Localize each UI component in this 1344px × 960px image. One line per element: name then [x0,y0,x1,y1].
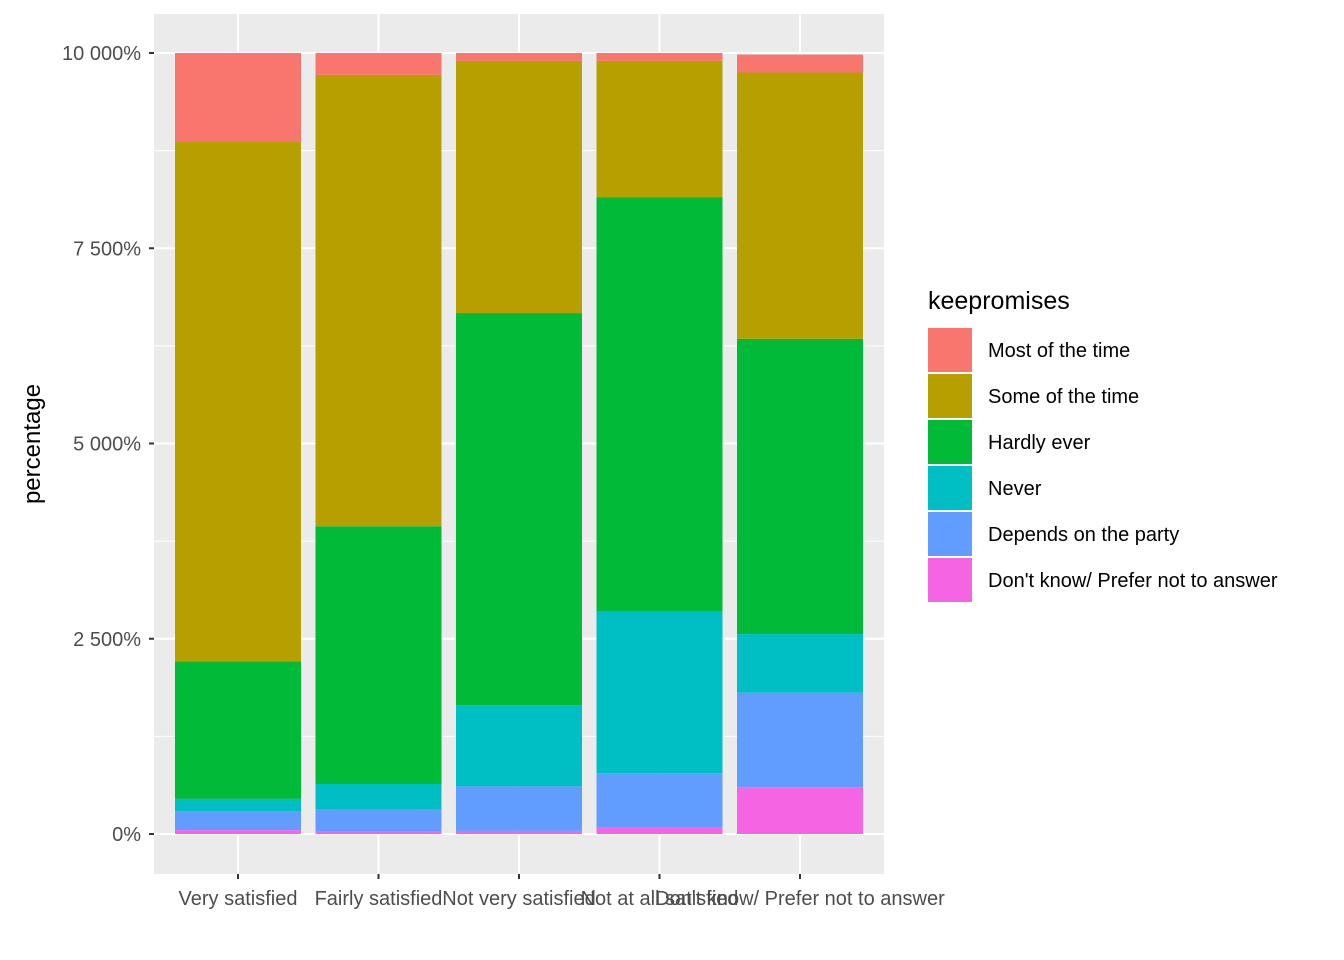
legend-items: Most of the time Some of the time Hardly e… [928,328,1278,602]
bar-segment [175,53,301,143]
bar-segment [456,705,582,787]
x-tick-label: Don't know/ Prefer not to answer [655,888,945,910]
x-tick-label: Fairly satisfied [315,888,443,910]
bar-segment [315,831,442,834]
bar-segment [737,634,863,693]
bar-segment [596,197,723,612]
bar-segment [315,526,442,785]
bar-segment [596,826,723,834]
bar-segment [737,338,863,635]
bar-segment [596,53,723,61]
bar-segment [737,787,863,834]
bar-segment [315,784,442,810]
legend-key [928,328,972,372]
legend-key [928,466,972,510]
legend-label: Some of the time [988,386,1139,408]
bar-segment [175,798,301,812]
bar-segment [737,72,863,339]
bar-segment [456,60,582,314]
bar-segment [596,60,723,198]
x-tick-label: Not at all satisfied [581,888,739,910]
y-tick-label: 0% [112,824,141,846]
bar-segment [315,53,442,75]
x-tick-label: Very satisfied [179,888,298,910]
y-tick-label: 5 000% [73,434,141,456]
legend-label: Depends on the party [988,524,1179,546]
y-axis-title: percentage [19,384,46,504]
bar-segment [175,661,301,799]
bar-segment [456,830,582,834]
y-tick-label: 10 000% [62,43,141,65]
bar-segment [456,786,582,831]
bar-segment [456,313,582,706]
bar-segment [315,74,442,527]
legend-label: Never [988,478,1042,500]
x-tick-label: Not very satisfied [442,888,595,910]
legend-key [928,374,972,418]
y-tick-label: 2 500% [73,629,141,651]
y-axis: 0% 2 500% 5 000% 7 500% 10 000% [62,43,154,846]
x-axis: Very satisfied Fairly satisfied Not very s… [179,874,945,910]
legend-key [928,558,972,602]
y-tick-label: 7 500% [73,238,141,260]
bar-segment [175,142,301,662]
legend-label: Don't know/ Prefer not to answer [988,570,1278,592]
bar-segment [737,692,863,788]
legend-label: Hardly ever [988,432,1091,454]
legend-key [928,420,972,464]
bar-segment [596,773,723,827]
bar-segment [175,811,301,831]
bar-segment [315,809,442,832]
bar-segment [596,611,723,774]
legend-key [928,512,972,556]
bar-segment [737,54,863,73]
legend-title: keepromises [928,287,1070,315]
bar-segment [456,53,582,61]
bars [175,53,863,834]
legend-label: Most of the time [988,340,1130,362]
legend: keepromises Most of the time Some of the … [928,287,1278,602]
bar-segment [175,830,301,834]
